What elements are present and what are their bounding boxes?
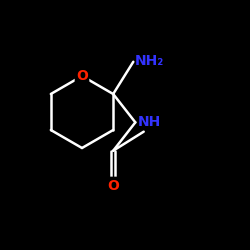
Text: O: O xyxy=(107,179,119,193)
Text: O: O xyxy=(76,69,88,83)
Text: NH: NH xyxy=(138,115,161,129)
Text: NH₂: NH₂ xyxy=(135,54,164,68)
